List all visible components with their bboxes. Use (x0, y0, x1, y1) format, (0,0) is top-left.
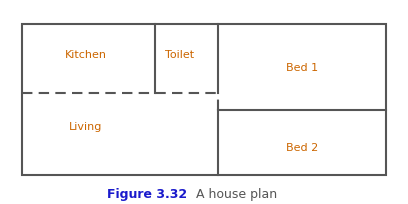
Text: Living: Living (69, 122, 102, 131)
Text: Toilet: Toilet (165, 50, 194, 60)
Text: Kitchen: Kitchen (65, 50, 106, 60)
Bar (22, 24, 386, 175)
Text: Bed 2: Bed 2 (286, 142, 318, 152)
Text: A house plan: A house plan (196, 187, 277, 200)
Text: Bed 1: Bed 1 (286, 62, 318, 72)
Text: Figure 3.32: Figure 3.32 (107, 187, 187, 200)
